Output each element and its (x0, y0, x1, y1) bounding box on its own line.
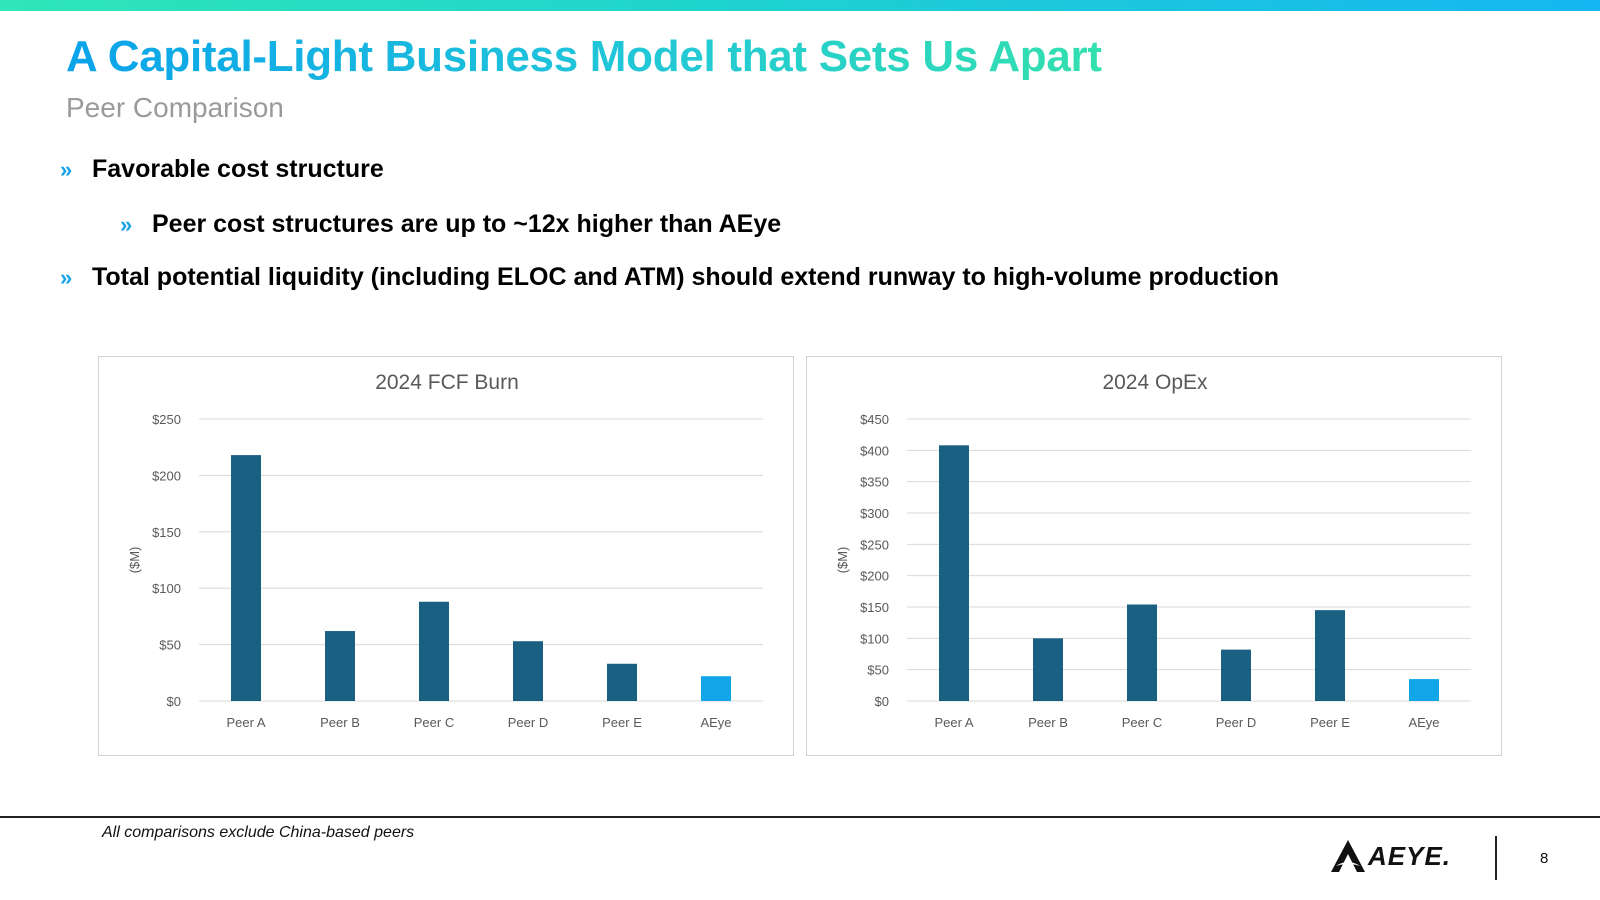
bar-peer-c (419, 601, 449, 701)
y-tick-label: $250 (152, 412, 181, 427)
bullet-chevron-icon: » (120, 212, 133, 237)
bullet-chevron-icon: » (60, 157, 73, 182)
logo-wordmark: AEYE. (1368, 840, 1452, 871)
bullet-text: Total potential liquidity (including ELO… (92, 263, 1279, 291)
aeye-logo: AEYE. (1330, 838, 1451, 874)
x-tick-label: Peer E (1310, 715, 1350, 730)
y-tick-label: $100 (860, 631, 889, 646)
y-axis-label: ($M) (127, 547, 142, 574)
page-number: 8 (1540, 850, 1549, 867)
bar-peer-b (1033, 638, 1063, 701)
y-tick-label: $350 (860, 475, 889, 490)
bar-peer-b (325, 631, 355, 701)
y-tick-label: $50 (867, 663, 889, 678)
bar-peer-d (1221, 649, 1251, 701)
bullet-peer-cost: » Peer cost structures are up to ~12x hi… (120, 210, 781, 239)
x-tick-label: AEye (700, 715, 731, 730)
y-tick-label: $400 (860, 443, 889, 458)
y-tick-label: $100 (152, 581, 181, 596)
bullet-chevron-icon: » (60, 265, 73, 290)
aeye-logo-icon (1331, 840, 1365, 872)
bullet-text: Favorable cost structure (92, 155, 384, 183)
y-tick-label: $450 (860, 412, 889, 427)
bar-peer-a (939, 445, 969, 701)
fcf-burn-chart-svg: 2024 FCF Burn $0 $50 $100 $150 $200 $250 ($M) Pe… (127, 371, 763, 730)
bar-peer-e (607, 663, 637, 701)
top-gradient-bar (0, 0, 1600, 11)
x-tick-label: Peer A (226, 715, 265, 730)
y-axis-label: ($M) (835, 547, 850, 574)
bar-aeye (701, 676, 731, 701)
chart-title: 2024 OpEx (1102, 371, 1208, 394)
bullet-liquidity: » Total potential liquidity (including E… (60, 263, 1279, 292)
bullet-favorable-cost: » Favorable cost structure (60, 155, 384, 184)
bullet-text: Peer cost structures are up to ~12x high… (152, 210, 782, 238)
opex-chart-svg: 2024 OpEx $0 $50 $100 $150 $200 $250 $300 $350 $4… (835, 371, 1471, 730)
y-tick-label: $50 (159, 638, 181, 653)
page-subtitle: Peer Comparison (66, 92, 284, 123)
footer-divider (0, 816, 1600, 818)
page-title: A Capital-Light Business Model that Sets… (66, 32, 1102, 81)
y-tick-label: $200 (860, 569, 889, 584)
x-tick-label: Peer C (1122, 715, 1162, 730)
y-tick-label: $200 (152, 468, 181, 483)
x-tick-label: Peer D (508, 715, 548, 730)
bar-peer-c (1127, 604, 1157, 701)
y-tick-label: $300 (860, 506, 889, 521)
x-tick-label: Peer C (414, 715, 454, 730)
bar-peer-a (231, 455, 261, 701)
bar-peer-d (513, 641, 543, 701)
x-tick-label: Peer D (1216, 715, 1256, 730)
y-tick-label: $0 (875, 694, 889, 709)
footnote: All comparisons exclude China-based peer… (102, 824, 415, 841)
chart-title: 2024 FCF Burn (375, 371, 519, 394)
x-tick-label: Peer E (602, 715, 642, 730)
logo-divider (1495, 836, 1497, 880)
fcf-burn-chart: 2024 FCF Burn $0 $50 $100 $150 $200 $250 ($M) Pe… (98, 356, 794, 756)
bar-aeye (1409, 679, 1439, 701)
x-tick-label: AEye (1408, 715, 1439, 730)
opex-chart: 2024 OpEx $0 $50 $100 $150 $200 $250 $300 $350 $4… (806, 356, 1502, 756)
y-tick-label: $150 (860, 600, 889, 615)
x-tick-label: Peer B (1028, 715, 1068, 730)
x-tick-label: Peer A (934, 715, 973, 730)
y-tick-label: $250 (860, 537, 889, 552)
y-tick-label: $0 (167, 694, 181, 709)
y-tick-label: $150 (152, 525, 181, 540)
x-tick-label: Peer B (320, 715, 360, 730)
bar-peer-e (1315, 610, 1345, 701)
